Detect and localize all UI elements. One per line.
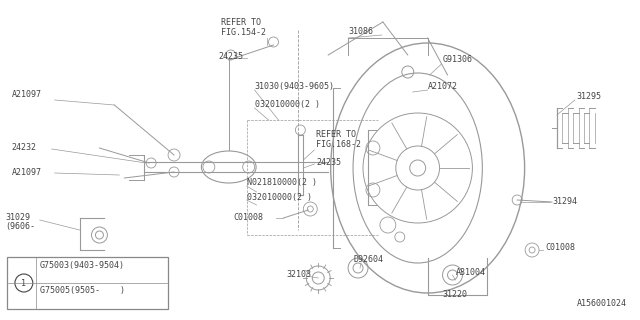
Text: 1: 1	[21, 278, 26, 287]
Text: 31295: 31295	[577, 92, 602, 101]
Text: FIG.154-2: FIG.154-2	[221, 28, 266, 37]
Text: FIG.168-2: FIG.168-2	[316, 140, 361, 149]
Text: A21097: A21097	[12, 90, 42, 99]
Text: 032010000(2 ): 032010000(2 )	[246, 193, 312, 202]
Text: A21097: A21097	[12, 168, 42, 177]
Text: A156001024: A156001024	[577, 299, 627, 308]
Text: C01008: C01008	[545, 243, 575, 252]
Text: (9606-: (9606-	[5, 222, 35, 231]
Text: 31294: 31294	[552, 197, 577, 206]
Text: REFER TO: REFER TO	[316, 130, 356, 139]
Text: 24235: 24235	[219, 52, 244, 61]
Text: 032010000(2 ): 032010000(2 )	[255, 100, 319, 109]
Text: 31029: 31029	[5, 213, 30, 222]
Text: 31030(9403-9605): 31030(9403-9605)	[255, 82, 335, 91]
Text: C01008: C01008	[234, 213, 264, 222]
Text: 24232: 24232	[12, 143, 37, 152]
Text: A81004: A81004	[456, 268, 486, 277]
Text: G75003(9403-9504): G75003(9403-9504)	[40, 261, 125, 270]
Text: N021810000(2 ): N021810000(2 )	[246, 178, 317, 187]
Text: D92604: D92604	[353, 255, 383, 264]
Text: REFER TO: REFER TO	[221, 18, 260, 27]
Text: 31086: 31086	[348, 27, 373, 36]
Text: 24235: 24235	[316, 158, 341, 167]
Text: G91306: G91306	[443, 55, 472, 64]
Text: G75005(9505-    ): G75005(9505- )	[40, 286, 125, 295]
Text: A21072: A21072	[428, 82, 458, 91]
Text: 31220: 31220	[443, 290, 468, 299]
Text: 32103: 32103	[287, 270, 312, 279]
